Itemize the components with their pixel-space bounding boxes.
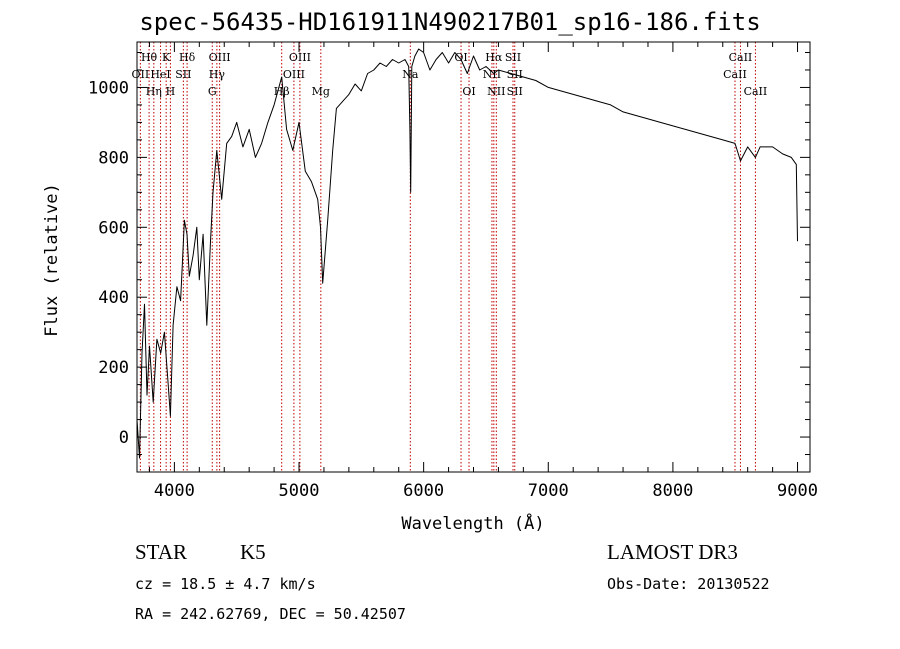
spectral-line-label: HeI (150, 68, 170, 81)
x-axis: 4000 5000 6000 7000 8000 9000 (148, 42, 818, 501)
spectral-line-label: H (166, 85, 176, 98)
spectral-line-label: SII (507, 85, 523, 98)
y-axis: 0 200 400 600 800 1000 (88, 51, 810, 473)
redshift-cz: cz = 18.5 ± 4.7 km/s (135, 575, 316, 593)
x-tick-label: 9000 (777, 481, 818, 501)
spectral-line-label: Hγ (209, 68, 226, 81)
spectral-line-label: NII (487, 85, 505, 98)
survey-name: LAMOST DR3 (607, 540, 738, 564)
x-axis-label: Wavelength (Å) (401, 512, 544, 534)
x-tick-label: 6000 (403, 481, 444, 501)
observation-date: Obs-Date: 20130522 (607, 575, 770, 593)
y-tick-label: 1000 (88, 78, 129, 98)
spectral-line-label: SII (505, 51, 521, 64)
spectrum-line (136, 48, 798, 459)
spectral-line-label: OIII (209, 51, 231, 64)
spectral-line-label: CaII (723, 68, 747, 81)
spectral-line-label: G (208, 85, 217, 98)
spectral-line-label: CaII (744, 85, 768, 98)
spectral-line-label: Hα (485, 51, 503, 64)
spectral-line-label: SII (507, 68, 523, 81)
spectral-line-label: Hη (146, 85, 162, 98)
x-tick-label: 4000 (154, 481, 195, 501)
spectral-line-labels: Hθ OII Hη HeI K H SII Hδ OIII Hγ G Hβ OIII OIII Mg Na OI… (132, 51, 768, 98)
spectral-line-label: Hθ (141, 51, 158, 64)
spectral-line-label: SII (175, 68, 191, 81)
coordinates: RA = 242.62769, DEC = 50.42507 (135, 605, 406, 623)
spectral-line-label: OI (454, 51, 467, 64)
object-class: STAR (135, 540, 187, 564)
y-tick-label: 0 (119, 428, 129, 448)
x-tick-label: 5000 (279, 481, 320, 501)
spectral-line-label: Na (402, 68, 419, 81)
spectral-line-label: OIII (289, 51, 311, 64)
object-subclass: K5 (240, 540, 266, 564)
spectral-line-label: Hδ (179, 51, 196, 64)
y-tick-label: 600 (98, 218, 129, 238)
spectral-line-label: OII (132, 68, 150, 81)
spectral-line-label: CaII (729, 51, 753, 64)
spectral-line-label: NII (483, 68, 501, 81)
x-tick-label: 8000 (652, 481, 693, 501)
chart-title: spec-56435-HD161911N490217B01_sp16-186.f… (139, 8, 761, 36)
x-tick-label: 7000 (528, 481, 569, 501)
y-tick-label: 400 (98, 288, 129, 308)
spectral-line-label: OIII (283, 68, 305, 81)
plot-frame (136, 41, 811, 473)
spectral-line-label: Hβ (274, 85, 290, 98)
spectral-line-label: Mg (312, 85, 330, 98)
spectral-line-label: OI (462, 85, 475, 98)
y-axis-label: Flux (relative) (42, 183, 62, 337)
spectral-line-markers (139, 42, 756, 472)
spectral-line-label: K (162, 51, 171, 64)
y-tick-label: 200 (98, 358, 129, 378)
y-tick-label: 800 (98, 148, 129, 168)
